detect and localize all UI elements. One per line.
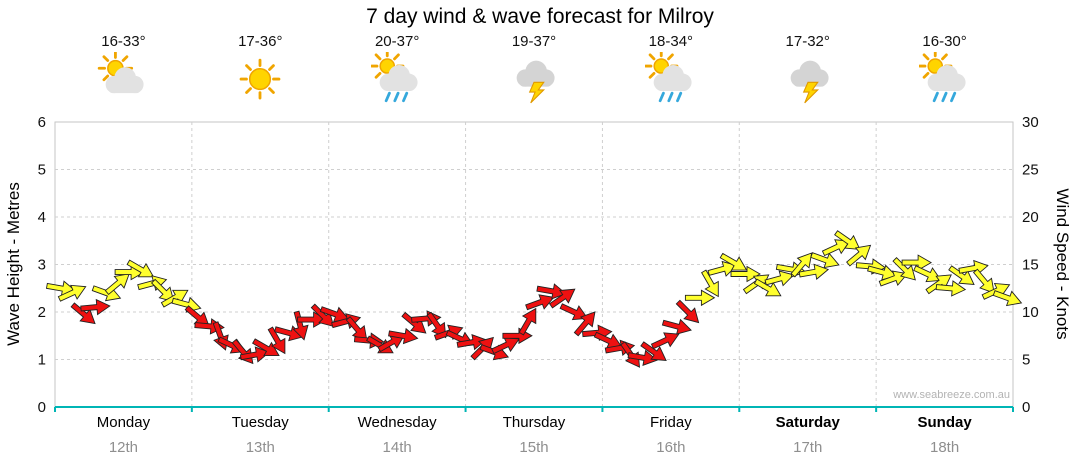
day-column-thursday: 19-37° [466, 33, 603, 108]
page-title: 7 day wind & wave forecast for Milroy [366, 5, 714, 28]
svg-text:2: 2 [38, 304, 46, 321]
day-label-row: Monday 12th Tuesday 13th Wednesday 14th … [55, 414, 1013, 456]
right-axis-title: Wind Speed - Knots [1053, 188, 1072, 340]
sun-rain-icon [643, 48, 692, 103]
day-column-monday: 16-33° [55, 33, 192, 108]
day-date: 17th [793, 439, 823, 456]
day-name: Monday [96, 414, 151, 431]
sun-cloud-icon [98, 50, 145, 94]
day-date: 12th [108, 439, 139, 456]
svg-text:30: 30 [1022, 114, 1039, 131]
svg-text:6: 6 [38, 114, 46, 131]
day-label-monday: Monday 12th [55, 414, 192, 456]
temp-range: 16-33° [101, 33, 146, 50]
bottom-axis [54, 406, 1014, 412]
weather-icon-slot [329, 48, 466, 108]
day-date: 14th [382, 439, 412, 456]
day-column-sunday: 16-30° [876, 33, 1013, 108]
svg-text:20: 20 [1022, 209, 1039, 226]
day-column-tuesday: 17-36° [192, 33, 329, 108]
storm-icon [790, 60, 829, 104]
weather-icon-slot [739, 52, 876, 108]
day-name: Tuesday [231, 414, 289, 431]
weather-icon-slot [876, 48, 1013, 108]
day-header-row: 16-33° 17-36° 20-37° 19-37° 18-34° 17-32… [55, 33, 1013, 108]
svg-text:25: 25 [1022, 162, 1039, 179]
day-column-friday: 18-34° [602, 33, 739, 108]
day-column-saturday: 17-32° [739, 33, 876, 108]
day-label-saturday: Saturday 17th [739, 414, 876, 456]
sun-icon [239, 58, 281, 100]
weather-icon-slot [602, 48, 739, 108]
sun-rain-icon [370, 48, 418, 103]
weather-icon-slot [55, 50, 192, 108]
temp-range: 20-37° [374, 33, 420, 50]
weather-icon-slot [192, 52, 329, 108]
day-label-friday: Friday 16th [602, 414, 739, 456]
svg-text:4: 4 [38, 209, 46, 226]
right-axis-ticks: 0 5 10 15 20 25 30 [1022, 114, 1039, 416]
temp-range: 16-30° [922, 33, 967, 50]
svg-text:0: 0 [38, 399, 46, 416]
svg-text:5: 5 [1022, 352, 1030, 369]
gridlines-horizontal [55, 169, 1013, 360]
svg-text:5: 5 [38, 162, 46, 179]
day-column-wednesday: 20-37° [329, 33, 466, 108]
left-axis-ticks: 0 1 2 3 4 5 6 [38, 114, 46, 416]
day-name: Wednesday [357, 414, 437, 431]
day-date: 16th [656, 439, 686, 456]
day-label-sunday: Sunday 18th [876, 414, 1013, 456]
temp-range: 17-36° [238, 33, 283, 50]
svg-text:1: 1 [38, 352, 46, 369]
svg-text:0: 0 [1022, 399, 1030, 416]
svg-text:10: 10 [1022, 304, 1039, 321]
day-label-wednesday: Wednesday 14th [329, 414, 466, 456]
temp-range: 19-37° [511, 33, 557, 50]
day-name: Friday [650, 414, 692, 431]
day-label-tuesday: Tuesday 13th [192, 414, 329, 456]
day-name: Thursday [502, 414, 566, 431]
weather-icon-slot [466, 52, 603, 108]
day-date: 15th [519, 439, 549, 456]
temp-range: 17-32° [785, 33, 830, 50]
day-name: Sunday [917, 414, 972, 431]
svg-text:3: 3 [38, 257, 46, 274]
day-date: 18th [929, 439, 960, 456]
svg-text:15: 15 [1022, 257, 1039, 274]
day-label-thursday: Thursday 15th [466, 414, 603, 456]
watermark: www.seabreeze.com.au [893, 389, 1010, 401]
gridlines-vertical [191, 122, 877, 407]
day-name: Saturday [775, 414, 840, 431]
day-date: 13th [245, 439, 275, 456]
left-axis-title: Wave Height - Metres [4, 182, 23, 346]
temp-range: 18-34° [648, 33, 694, 50]
storm-icon [516, 60, 555, 104]
sun-rain-icon [917, 48, 966, 103]
wind-arrows [45, 230, 1023, 368]
